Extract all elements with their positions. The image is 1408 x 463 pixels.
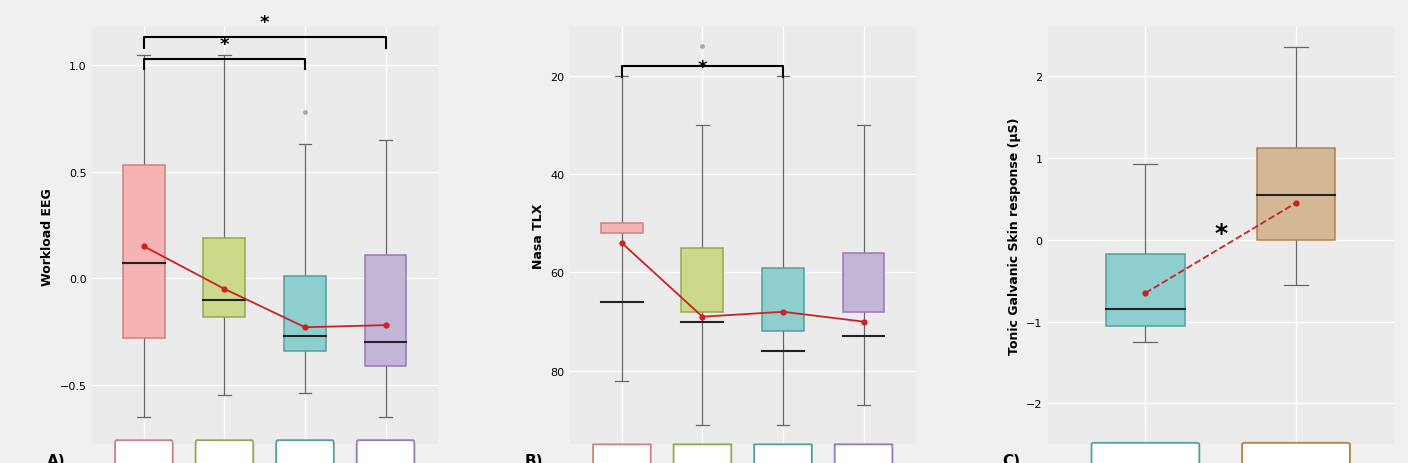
Bar (842, 253, 884, 312)
FancyBboxPatch shape (1242, 443, 1350, 463)
FancyBboxPatch shape (115, 440, 173, 463)
Text: C): C) (1002, 453, 1021, 463)
Y-axis label: Workload EEG: Workload EEG (41, 188, 54, 285)
Text: *: * (220, 36, 230, 53)
Bar (1107, 255, 1184, 326)
Bar (1257, 149, 1335, 240)
Text: A): A) (46, 453, 65, 463)
FancyBboxPatch shape (835, 444, 893, 463)
Text: B): B) (525, 453, 543, 463)
FancyBboxPatch shape (673, 444, 731, 463)
Bar (365, 255, 407, 366)
Bar (204, 238, 245, 317)
Bar (284, 276, 325, 351)
FancyBboxPatch shape (755, 444, 812, 463)
Bar (681, 248, 724, 312)
Bar (601, 224, 643, 234)
Y-axis label: Nasa TLX: Nasa TLX (532, 204, 545, 269)
Bar (762, 268, 804, 332)
FancyBboxPatch shape (276, 440, 334, 463)
Text: *: * (1214, 222, 1228, 246)
FancyBboxPatch shape (196, 440, 253, 463)
Text: *: * (698, 59, 707, 76)
FancyBboxPatch shape (356, 440, 414, 463)
Bar (122, 166, 165, 338)
FancyBboxPatch shape (593, 444, 650, 463)
Text: *: * (260, 14, 269, 32)
FancyBboxPatch shape (1091, 443, 1200, 463)
Y-axis label: Tonic Galvanic Skin response (μS): Tonic Galvanic Skin response (μS) (1008, 118, 1021, 355)
